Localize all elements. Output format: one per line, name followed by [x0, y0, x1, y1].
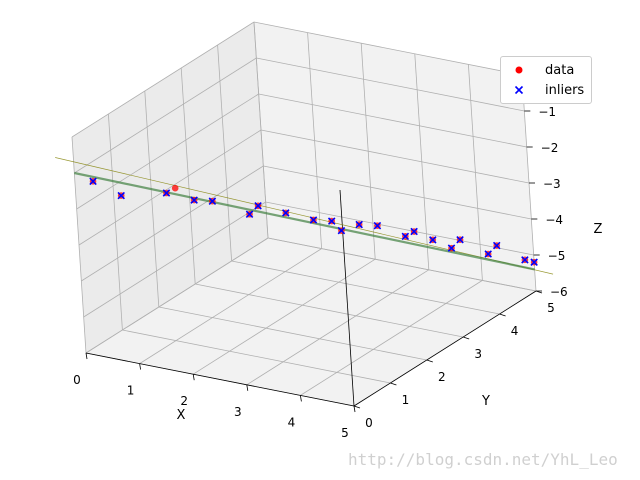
inlier-point: [208, 197, 217, 205]
inlier-point: [429, 236, 437, 244]
legend-marker-data: [515, 66, 523, 74]
z-tick-label: −3: [543, 177, 561, 191]
inlier-point: [355, 220, 363, 229]
inlier-point: [162, 189, 171, 197]
grid-line-back-z: [263, 165, 532, 220]
x-tick-label: 3: [234, 405, 242, 419]
legend-label-data: data: [545, 63, 575, 78]
z-tick-label: −1: [538, 105, 556, 119]
grid-line-floor-y: [122, 329, 391, 384]
grid-line-back-z: [265, 201, 534, 256]
grid-line-floor-x: [139, 248, 322, 364]
grid-line-back-z: [258, 93, 527, 148]
fit-line: [74, 171, 535, 271]
x-tick-label: 0: [73, 373, 81, 387]
y-tick-label: 5: [547, 301, 555, 315]
x-tick-mark: [246, 384, 249, 391]
y-tick-label: 0: [365, 416, 373, 430]
grid-line-left-z: [83, 201, 266, 318]
y-tick-mark: [463, 336, 470, 340]
z-tick-label: −4: [545, 213, 563, 227]
grid-line-left-z: [78, 129, 262, 246]
legend-marker-inliers: [514, 85, 524, 95]
inlier-point: [254, 202, 262, 210]
grid-line-floor-x: [192, 258, 376, 375]
legend-label-inliers: inliers: [545, 83, 585, 98]
inlier-point: [410, 227, 418, 236]
grid-line-floor-y: [195, 283, 464, 338]
x-tick-mark: [192, 374, 195, 381]
y-axis-line: [353, 290, 537, 407]
z-axis-line: [339, 189, 355, 407]
grid-line-back-z: [267, 237, 537, 292]
grid-line-left-z: [85, 237, 269, 354]
fit-line: [55, 157, 554, 275]
grid-line-left-z: [71, 21, 255, 138]
inlier-point: [456, 235, 464, 244]
grid-line-back-z: [256, 57, 525, 112]
grid-line-floor-y: [158, 306, 427, 361]
inlier-point: [492, 241, 501, 250]
grid-line-left-z: [81, 165, 264, 282]
y-tick-label: 4: [511, 324, 519, 338]
inlier-point: [337, 226, 346, 235]
x-tick-label: 4: [288, 415, 296, 429]
x-tick-mark: [353, 405, 356, 413]
grid-line-back-z: [260, 129, 530, 184]
z-axis-label: Z: [594, 222, 603, 237]
x-tick-label: 2: [180, 394, 188, 408]
inlier-point: [117, 191, 125, 200]
data-point: [171, 184, 179, 192]
floor-pane: [86, 238, 536, 406]
inlier-point: [373, 221, 382, 230]
y-tick-mark: [499, 313, 506, 317]
inlier-point: [401, 232, 410, 241]
x-tick-label: 1: [127, 384, 135, 398]
grid-line-back-z: [253, 21, 523, 76]
inlier-point: [282, 209, 290, 217]
inlier-point: [245, 210, 254, 219]
z-tick-label: −2: [541, 141, 559, 155]
grid-line-left-z: [74, 57, 257, 174]
x-tick-mark: [85, 352, 88, 360]
z-tick-label: −5: [548, 249, 566, 263]
y-axis-label: Y: [481, 394, 490, 409]
y-tick-label: 1: [402, 393, 410, 407]
y-tick-label: 2: [438, 370, 446, 384]
y-tick-mark: [426, 359, 433, 363]
inlier-point: [530, 258, 538, 266]
inlier-point: [190, 196, 198, 204]
grid-line-left-z: [76, 93, 259, 210]
inlier-point: [309, 216, 318, 224]
y-tick-mark: [390, 382, 397, 386]
x-tick-mark: [139, 363, 141, 370]
grid-line-floor-x: [246, 269, 430, 386]
inlier-point: [484, 250, 492, 258]
legend-entry-data: data: [501, 61, 591, 81]
inlier-point: [521, 256, 529, 264]
x-tick-mark: [300, 395, 302, 402]
y-tick-mark: [353, 405, 361, 409]
z-tick-label: −6: [550, 285, 568, 299]
grid-line-floor-x: [300, 280, 483, 396]
x-tick-label: 5: [341, 426, 349, 440]
y-tick-label: 3: [474, 347, 482, 361]
legend: data inliers: [500, 56, 592, 104]
watermark-text: http://blog.csdn.net/YhL_Leo: [348, 450, 618, 469]
legend-entry-inliers: inliers: [501, 81, 591, 101]
inlier-point: [327, 217, 336, 225]
x-axis-label: X: [177, 408, 186, 423]
x-axis-line: [85, 352, 355, 407]
grid-line-floor-y: [231, 260, 500, 315]
inlier-point: [447, 244, 456, 252]
inlier-point: [89, 177, 97, 186]
